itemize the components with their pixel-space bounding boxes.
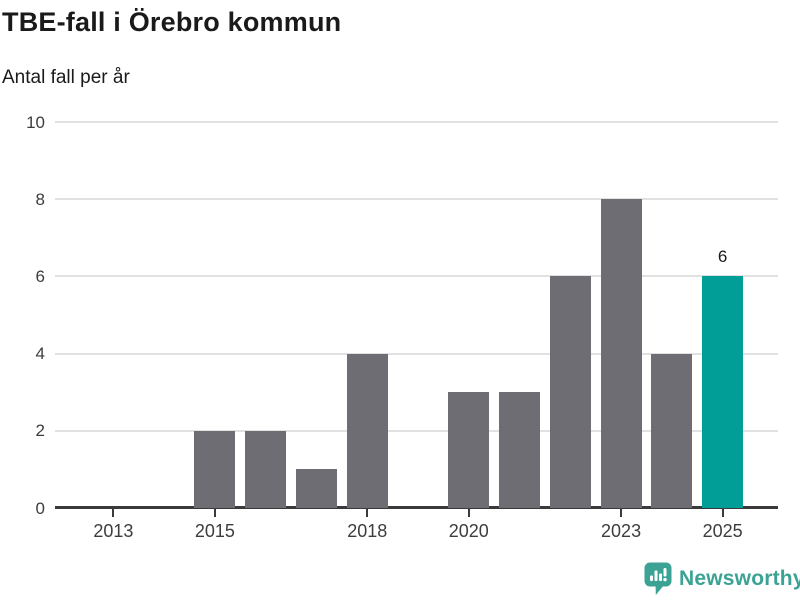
bar-2015 <box>194 430 236 508</box>
y-axis-label-8: 8 <box>35 189 45 209</box>
gridline-4 <box>55 352 778 355</box>
logo-mini-bars <box>650 568 667 582</box>
x-axis-tick-2015 <box>213 509 216 517</box>
bar-2018 <box>346 353 388 508</box>
x-axis-label-2018: 2018 <box>347 521 388 541</box>
y-axis-label-0: 0 <box>35 498 45 518</box>
newsworthy-logo-icon <box>644 562 672 595</box>
bar-2016 <box>245 430 287 508</box>
y-axis-label-4: 4 <box>35 344 45 364</box>
brand-name: Newsworthy <box>679 567 800 590</box>
bar-2017 <box>295 469 337 508</box>
brand-footer: Newsworthy <box>644 562 800 596</box>
gridline-8 <box>55 198 778 201</box>
bar-2021 <box>499 392 541 508</box>
x-axis-label-2020: 2020 <box>448 521 489 541</box>
x-axis-tick-2023 <box>620 509 623 517</box>
x-axis-label-2013: 2013 <box>93 521 134 541</box>
gridline-6 <box>55 275 778 278</box>
gridline-10 <box>55 121 778 123</box>
y-axis-label-6: 6 <box>35 266 45 286</box>
y-axis-label-10: 10 <box>26 112 45 132</box>
bar-2025 <box>702 276 744 508</box>
bar-2020 <box>448 392 490 508</box>
chart-title: TBE-fall i Örebro kommun <box>2 7 342 37</box>
plot-area: 0 2 4 6 8 10 6 2013 2015 2018 2020 2023 2025 <box>26 113 778 541</box>
gridline-2 <box>55 429 778 432</box>
x-axis-label-2015: 2015 <box>194 521 235 541</box>
x-axis-line <box>55 506 778 509</box>
x-axis-tick-2018 <box>366 509 369 517</box>
x-axis-tick-2020 <box>467 509 470 517</box>
bar-2024 <box>651 353 693 508</box>
chart-subtitle: Antal fall per år <box>2 67 130 88</box>
bar-value-label-2025: 6 <box>717 247 728 267</box>
x-axis-label-2025: 2025 <box>702 521 743 541</box>
y-axis-label-2: 2 <box>35 421 45 441</box>
x-axis-tick-2025 <box>721 509 724 517</box>
x-axis-tick-2013 <box>112 509 115 517</box>
bar-2023 <box>600 199 642 508</box>
bar-2022 <box>549 276 591 508</box>
x-axis-label-2023: 2023 <box>601 521 642 541</box>
